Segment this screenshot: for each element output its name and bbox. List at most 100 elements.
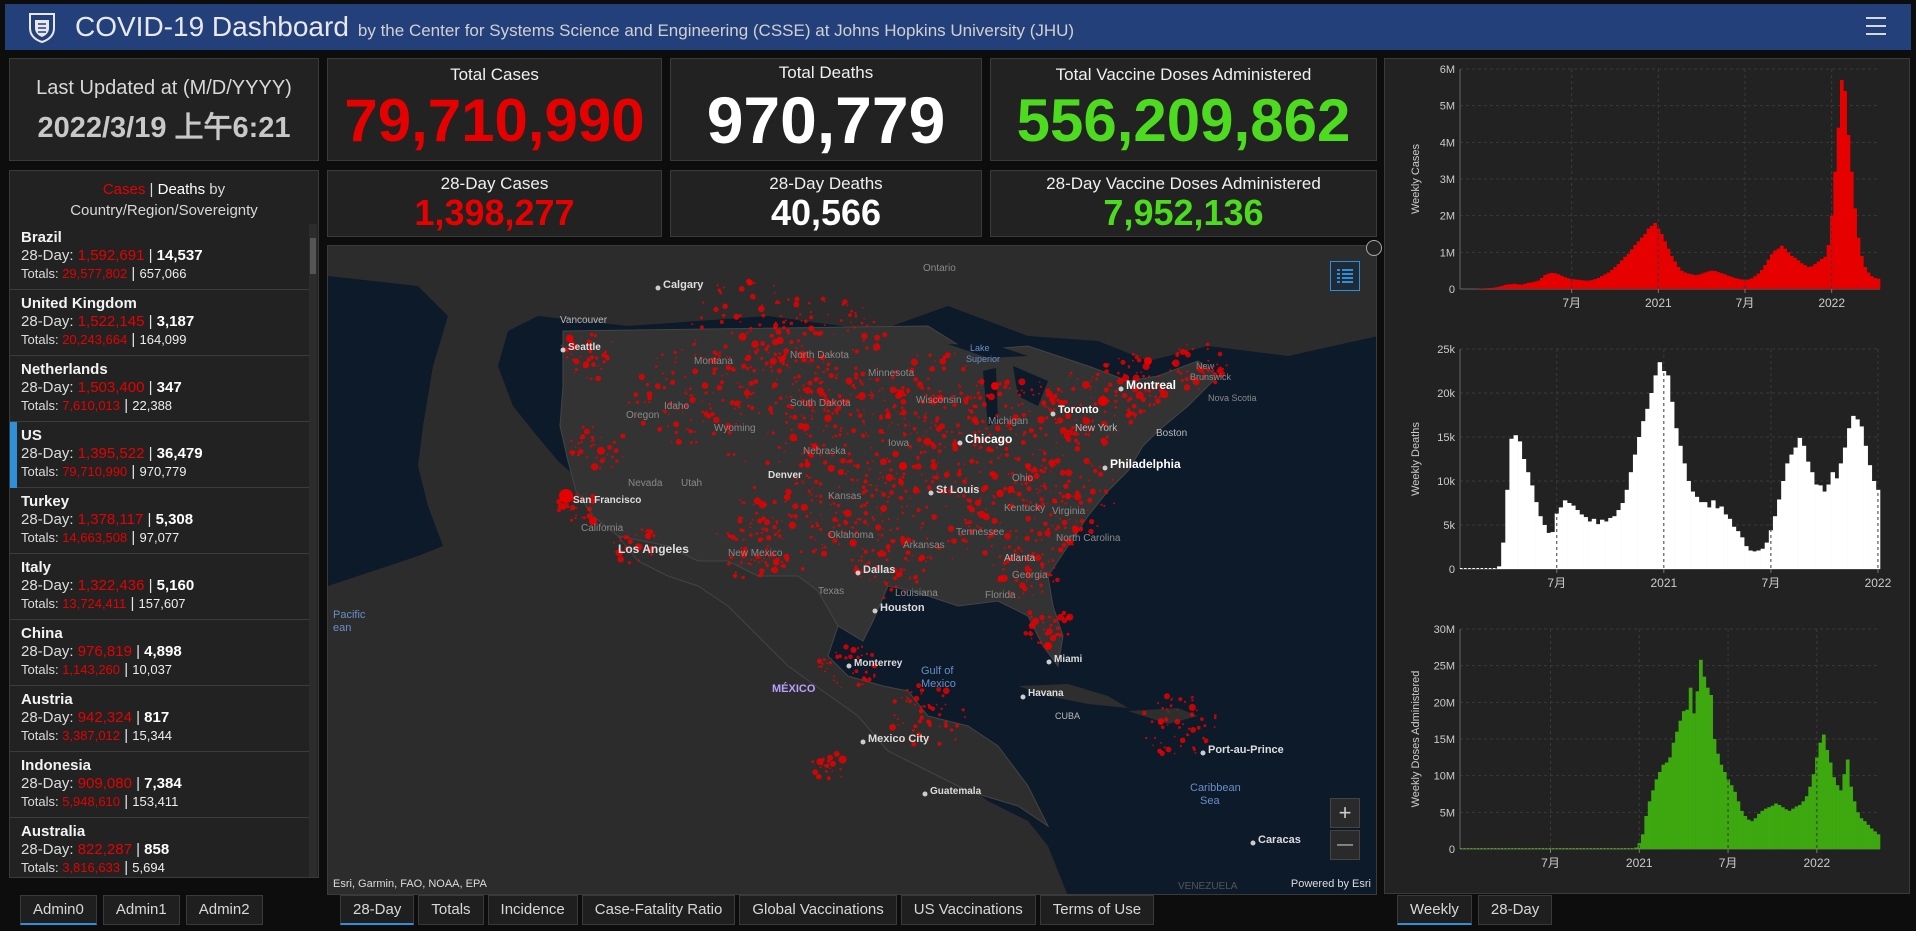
bar (1644, 816, 1649, 849)
admin-tabs: Admin0 Admin1 Admin2 (20, 895, 263, 925)
baseline-mark (1464, 568, 1467, 569)
baseline-mark (1492, 568, 1496, 569)
bar (1658, 772, 1662, 849)
map-label: Havana (1028, 688, 1064, 699)
country-row[interactable]: United Kingdom 28-Day: 1,522,145 | 3,187 T… (10, 290, 310, 356)
bar (1860, 256, 1864, 289)
hamburger-menu-icon[interactable] (1866, 17, 1886, 35)
bar (1664, 762, 1669, 849)
tab-terms-of-use[interactable]: Terms of Use (1039, 895, 1155, 925)
bar (1575, 510, 1580, 569)
bar (1497, 566, 1502, 569)
case-dots (556, 278, 1228, 781)
baseline-mark (1562, 848, 1565, 849)
map-label: North Carolina (1056, 533, 1121, 544)
country-row[interactable]: Italy 28-Day: 1,322,436 | 5,160 Totals: 13… (10, 554, 310, 620)
bar (1620, 503, 1626, 569)
country-28-day: 28-Day: 942,324 | 817 (21, 709, 170, 726)
country-row[interactable]: US 28-Day: 1,395,522 | 36,479 Totals: 79,7… (10, 422, 310, 488)
map-label: Arkansas (903, 540, 945, 551)
x-tick-label: 7月 (1541, 856, 1560, 870)
x-tick-label: 2021 (1650, 576, 1677, 590)
bar (1579, 514, 1584, 569)
bar (1651, 790, 1655, 849)
country-row[interactable]: Netherlands 28-Day: 1,503,400 | 347 Totals… (10, 356, 310, 422)
zoom-in-button[interactable]: + (1330, 798, 1360, 828)
bar (1870, 276, 1874, 289)
tab-case-fatality-ratio[interactable]: Case-Fatality Ratio (581, 895, 736, 925)
tab-admin1[interactable]: Admin1 (102, 895, 180, 925)
country-name: Netherlands (21, 361, 108, 378)
country-row[interactable]: Brazil 28-Day: 1,592,691 | 14,537 Totals: … (10, 224, 310, 290)
baseline-mark (1518, 848, 1521, 849)
baseline-mark (1477, 848, 1480, 849)
country-row[interactable]: China 28-Day: 976,819 | 4,898 Totals: 1,14… (10, 620, 310, 686)
baseline-mark (1511, 848, 1514, 849)
bar (1694, 496, 1700, 569)
baseline-mark (1623, 848, 1626, 849)
country-row[interactable]: Australia 28-Day: 822,287 | 858 Totals: 3,… (10, 818, 310, 877)
bar (1486, 287, 1491, 289)
y-tick-label: 15M (1434, 734, 1455, 746)
zoom-out-button[interactable]: — (1330, 830, 1360, 860)
tab-weekly[interactable]: Weekly (1397, 895, 1472, 925)
country-totals: Totals: 1,143,260 | 10,037 (21, 661, 173, 678)
country-totals: Totals: 14,663,508 | 97,077 (21, 529, 180, 546)
bar (1596, 278, 1601, 289)
y-tick-label: 10M (1434, 771, 1455, 783)
bar (1810, 472, 1815, 569)
tab-admin2[interactable]: Admin2 (185, 895, 263, 925)
country-28-day: 28-Day: 1,322,436 | 5,160 (21, 577, 195, 594)
tab-global-vaccinations[interactable]: Global Vaccinations (739, 895, 897, 925)
bar (1688, 687, 1693, 849)
country-row[interactable]: Turkey 28-Day: 1,378,117 | 5,308 Totals: 1… (10, 488, 310, 554)
bar (1513, 435, 1518, 569)
bar (1776, 248, 1781, 289)
country-row[interactable]: Indonesia 28-Day: 909,080 | 7,384 Totals: … (10, 752, 310, 818)
baseline-mark (1476, 568, 1479, 569)
bar (1711, 500, 1716, 569)
country-row[interactable]: Austria 28-Day: 942,324 | 817 Totals: 3,38… (10, 686, 310, 752)
bar (1805, 461, 1811, 569)
map-label: Nevada (628, 478, 663, 489)
bar (1560, 275, 1564, 289)
tab-incidence[interactable]: Incidence (487, 895, 578, 925)
bar (1804, 796, 1809, 849)
map-view[interactable]: Calgary Vancouver Seattle Montreal Toronto Ch… (327, 245, 1377, 895)
bar (1832, 777, 1836, 849)
country-list-scrollbar[interactable] (309, 224, 317, 877)
country-totals: Totals: 3,816,633 | 5,694 (21, 859, 165, 876)
map-label: Mexico (921, 678, 956, 690)
country-28-day: 28-Day: 1,522,145 | 3,187 (21, 313, 195, 330)
bar (1746, 819, 1751, 849)
tab-totals[interactable]: Totals (418, 895, 484, 925)
bar (1693, 275, 1697, 289)
tab-us-vaccinations[interactable]: US Vaccinations (900, 895, 1036, 925)
tab-chart-28-day[interactable]: 28-Day (1477, 895, 1553, 925)
baseline-mark (1470, 848, 1473, 849)
bar (1646, 228, 1651, 289)
y-tick-label: 10k (1437, 476, 1455, 488)
tab-admin0[interactable]: Admin0 (20, 895, 97, 925)
expand-icon[interactable] (1366, 240, 1382, 256)
tab-28-day[interactable]: 28-Day (340, 895, 415, 925)
bar (1698, 502, 1704, 569)
x-tick-label: 7月 (1547, 576, 1566, 590)
map-tabs: 28-Day Totals Incidence Case-Fatality Ra… (340, 895, 1155, 925)
bar (1517, 441, 1523, 569)
vaccine-28-value: 7,952,136 (1103, 192, 1264, 233)
bar (1606, 272, 1611, 289)
map-powered-by[interactable]: Powered by Esri (1290, 878, 1371, 890)
map-canvas[interactable]: Calgary Vancouver Seattle Montreal Toronto Ch… (328, 246, 1377, 895)
bar (1713, 271, 1717, 289)
map-label: Gulf of (921, 665, 954, 677)
bar (1743, 279, 1747, 289)
bar (1530, 485, 1535, 569)
bar (1777, 805, 1782, 849)
bar (1516, 284, 1521, 289)
map-label: North Dakota (790, 350, 849, 361)
legend-list-icon[interactable] (1330, 261, 1360, 291)
map-label: Louisiana (895, 588, 938, 599)
scrollbar-thumb[interactable] (310, 238, 316, 274)
bar (1839, 790, 1843, 849)
